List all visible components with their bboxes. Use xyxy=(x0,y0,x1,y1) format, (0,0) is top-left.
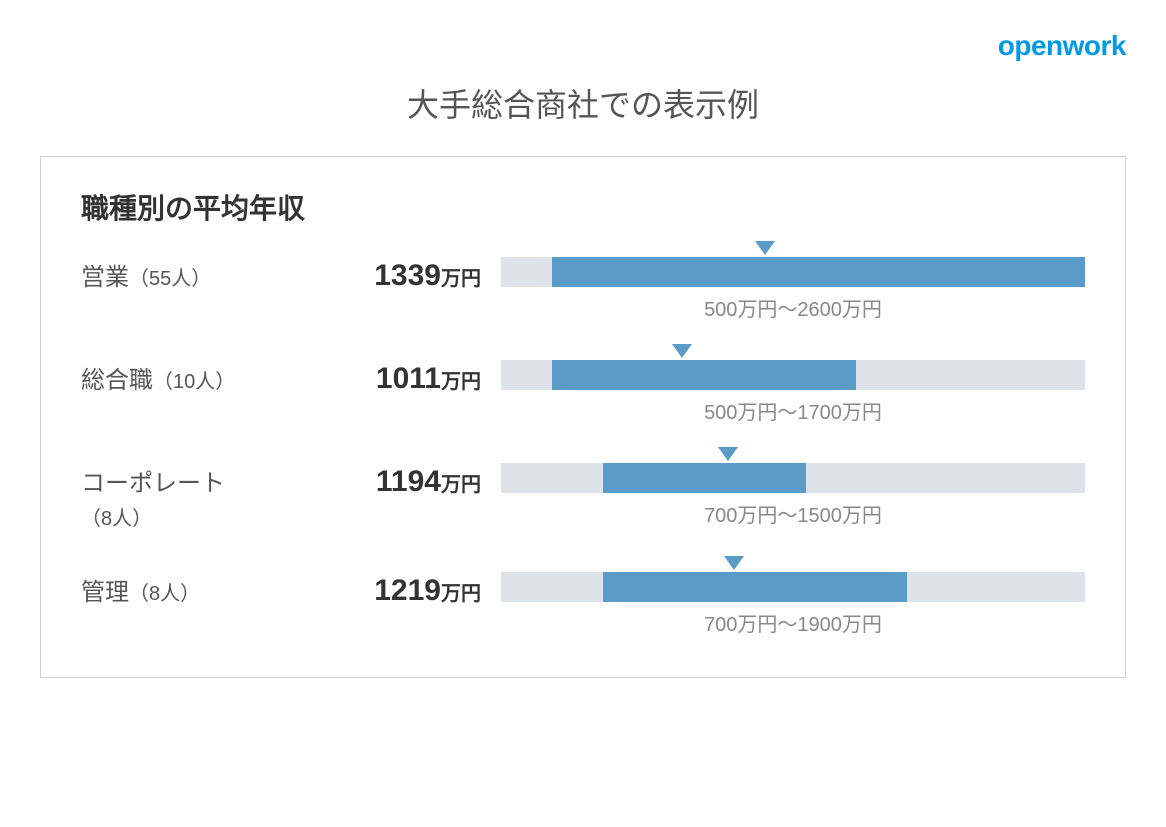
bar-track xyxy=(501,463,1085,493)
bar-range-fill xyxy=(603,572,908,602)
range-label: 500万円～2600万円 xyxy=(501,293,1085,322)
job-count: （8人） xyxy=(129,583,200,605)
job-name: コーポレート xyxy=(81,470,225,497)
bar-track xyxy=(501,360,1085,390)
range-label: 700万円～1900万円 xyxy=(501,608,1085,637)
bar-area: 500万円～2600万円 xyxy=(501,257,1085,322)
range-label: 500万円～1700万円 xyxy=(501,396,1085,425)
avg-salary-value: 1011 xyxy=(376,362,441,395)
bar-range-fill xyxy=(603,463,806,493)
avg-salary-value: 1194 xyxy=(376,465,441,498)
avg-salary: 1339万円 xyxy=(311,257,501,293)
avg-salary: 1011万円 xyxy=(311,360,501,396)
avg-salary-value: 1339 xyxy=(374,259,441,292)
brand-logo: openwork xyxy=(998,30,1126,62)
bar-range-fill xyxy=(552,360,857,390)
avg-marker-icon xyxy=(718,447,738,461)
chart-rows: 営業（55人）1339万円500万円～2600万円総合職（10人）1011万円5… xyxy=(81,257,1085,637)
job-label: 総合職（10人） xyxy=(81,360,311,398)
bar-area: 500万円～1700万円 xyxy=(501,360,1085,425)
salary-row: コーポレート（8人）1194万円700万円～1500万円 xyxy=(81,463,1085,534)
job-count: （10人） xyxy=(153,371,235,393)
salary-unit: 万円 xyxy=(441,268,481,290)
job-name: 管理 xyxy=(81,579,129,606)
job-name: 総合職 xyxy=(81,367,153,394)
job-count: （55人） xyxy=(129,268,211,290)
avg-marker-icon xyxy=(672,344,692,358)
job-label: 管理（8人） xyxy=(81,572,311,610)
bar-area: 700万円～1900万円 xyxy=(501,572,1085,637)
avg-salary-value: 1219 xyxy=(374,574,441,607)
job-label: 営業（55人） xyxy=(81,257,311,295)
job-label: コーポレート （8人） xyxy=(81,463,311,534)
page-title: 大手総合商社での表示例 xyxy=(0,0,1166,156)
salary-panel: 職種別の平均年収 営業（55人）1339万円500万円～2600万円総合職（10… xyxy=(40,156,1126,678)
bar-track xyxy=(501,572,1085,602)
bar-area: 700万円～1500万円 xyxy=(501,463,1085,528)
bar-track xyxy=(501,257,1085,287)
avg-marker-icon xyxy=(755,241,775,255)
bar-range-fill xyxy=(552,257,1085,287)
job-name: 営業 xyxy=(81,264,129,291)
job-count: （8人） xyxy=(81,508,152,530)
avg-salary: 1219万円 xyxy=(311,572,501,608)
salary-unit: 万円 xyxy=(441,371,481,393)
avg-salary: 1194万円 xyxy=(311,463,501,499)
salary-row: 管理（8人）1219万円700万円～1900万円 xyxy=(81,572,1085,637)
salary-unit: 万円 xyxy=(441,474,481,496)
avg-marker-icon xyxy=(724,556,744,570)
salary-row: 総合職（10人）1011万円500万円～1700万円 xyxy=(81,360,1085,425)
panel-title: 職種別の平均年収 xyxy=(81,187,1085,227)
salary-unit: 万円 xyxy=(441,583,481,605)
salary-row: 営業（55人）1339万円500万円～2600万円 xyxy=(81,257,1085,322)
range-label: 700万円～1500万円 xyxy=(501,499,1085,528)
